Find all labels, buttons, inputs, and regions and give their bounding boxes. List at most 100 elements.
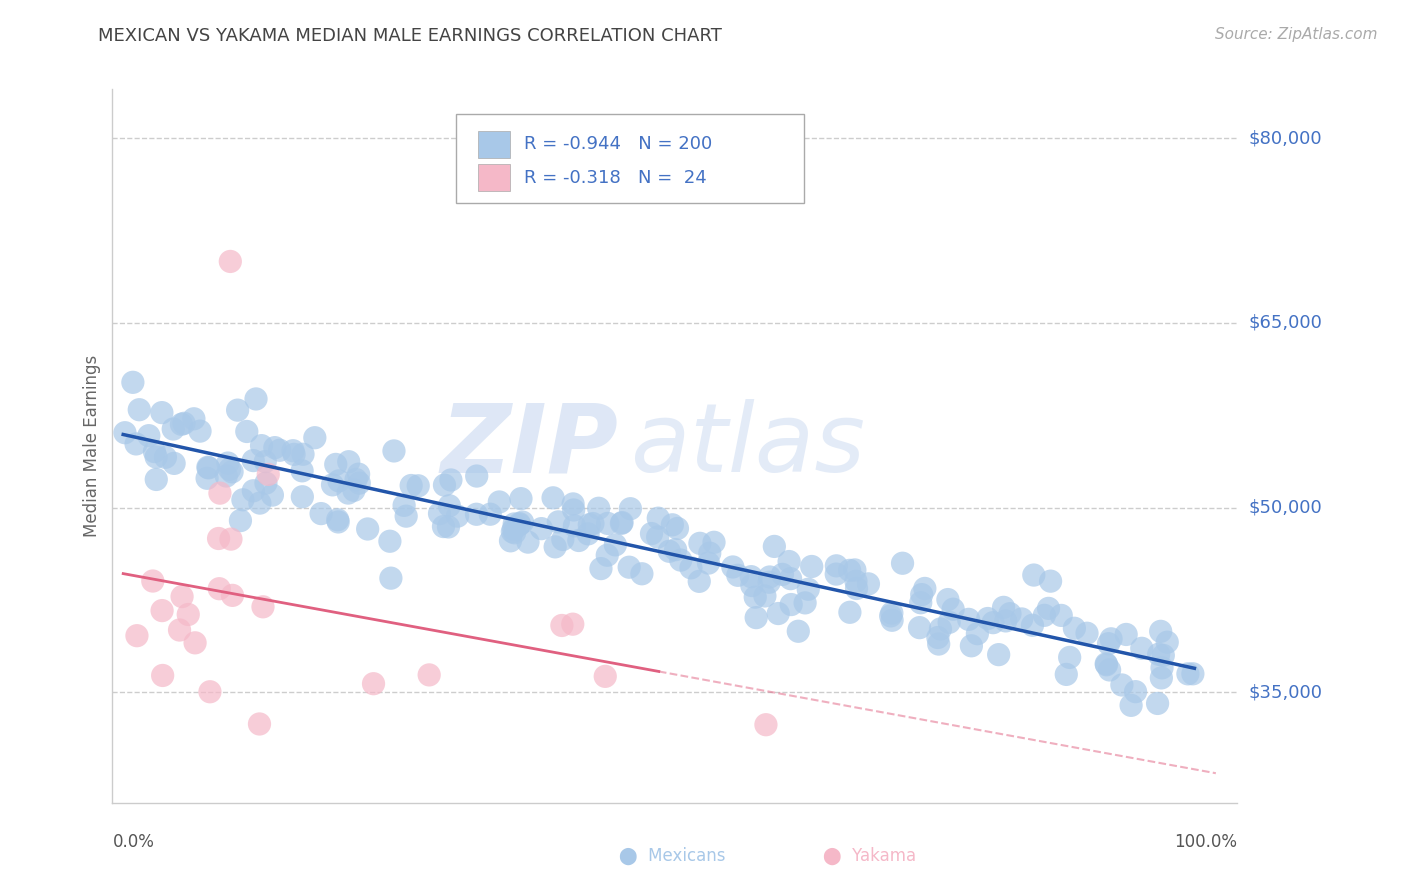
Point (150, 604, 173, 618)
Point (145, 450, 167, 464)
Point (406, 479, 429, 493)
Text: Source: ZipAtlas.com: Source: ZipAtlas.com (1215, 27, 1378, 42)
Point (221, 465, 243, 479)
Point (1011, 612, 1033, 626)
Text: R = -0.944   N = 200: R = -0.944 N = 200 (524, 136, 713, 153)
FancyBboxPatch shape (478, 130, 509, 158)
Point (844, 563, 866, 577)
Point (269, 443, 291, 458)
Point (845, 574, 868, 589)
Point (1039, 574, 1062, 589)
Point (1147, 647, 1170, 661)
Point (689, 536, 711, 550)
Point (605, 538, 627, 552)
Text: $65,000: $65,000 (1249, 314, 1322, 332)
Point (541, 491, 564, 505)
Point (617, 560, 640, 574)
Text: 0.0%: 0.0% (112, 833, 155, 851)
Point (281, 443, 304, 458)
Point (337, 455, 360, 469)
Point (510, 491, 533, 506)
Point (1095, 657, 1118, 671)
Point (1063, 621, 1085, 635)
Point (249, 496, 271, 510)
Point (596, 548, 619, 562)
Point (960, 639, 983, 653)
Point (825, 558, 848, 573)
Point (928, 637, 950, 651)
Point (564, 519, 586, 533)
Point (197, 460, 219, 475)
Point (880, 606, 903, 620)
Point (138, 428, 160, 442)
Point (145, 472, 167, 486)
Point (142, 574, 165, 588)
Point (177, 607, 200, 622)
Point (114, 425, 136, 440)
Point (994, 614, 1017, 628)
Point (262, 488, 284, 502)
Point (576, 526, 599, 541)
Point (479, 507, 502, 521)
Point (283, 447, 305, 461)
Point (226, 403, 249, 417)
Point (858, 577, 880, 591)
Point (778, 555, 800, 569)
Point (125, 437, 148, 451)
Point (688, 574, 710, 589)
Point (512, 515, 534, 529)
Point (242, 453, 264, 467)
Point (432, 519, 454, 533)
Point (981, 615, 1004, 630)
Point (1150, 671, 1173, 685)
Text: $50,000: $50,000 (1249, 499, 1322, 516)
Point (429, 507, 451, 521)
Point (517, 535, 540, 549)
Point (1130, 641, 1153, 656)
Point (1095, 657, 1118, 672)
Point (188, 424, 211, 438)
Point (236, 425, 259, 439)
Point (217, 456, 239, 470)
Point (998, 607, 1021, 621)
Point (658, 544, 681, 558)
Point (169, 623, 191, 637)
Point (343, 483, 366, 498)
Point (328, 474, 350, 488)
Point (229, 514, 252, 528)
Point (547, 515, 569, 529)
Point (1097, 637, 1119, 651)
Text: ZIP: ZIP (440, 400, 619, 492)
Point (363, 676, 385, 690)
Point (936, 592, 959, 607)
Point (977, 611, 1000, 625)
Point (1099, 632, 1122, 646)
Point (929, 622, 952, 636)
Point (465, 469, 488, 483)
Point (703, 535, 725, 549)
Point (184, 636, 207, 650)
Point (501, 524, 523, 539)
Point (744, 590, 766, 604)
Point (150, 406, 173, 420)
Point (304, 431, 326, 445)
Point (593, 669, 616, 683)
Point (219, 254, 242, 268)
Point (589, 561, 612, 575)
Point (440, 473, 463, 487)
Point (966, 626, 988, 640)
Point (173, 417, 195, 431)
Point (1115, 627, 1137, 641)
Point (794, 596, 817, 610)
Point (198, 685, 221, 699)
Point (727, 568, 749, 582)
Point (697, 556, 720, 570)
Point (322, 478, 344, 492)
Point (891, 556, 914, 570)
Point (787, 624, 810, 639)
Point (927, 631, 949, 645)
Point (254, 454, 277, 468)
Point (245, 392, 267, 406)
Point (568, 533, 591, 548)
Point (325, 458, 347, 472)
